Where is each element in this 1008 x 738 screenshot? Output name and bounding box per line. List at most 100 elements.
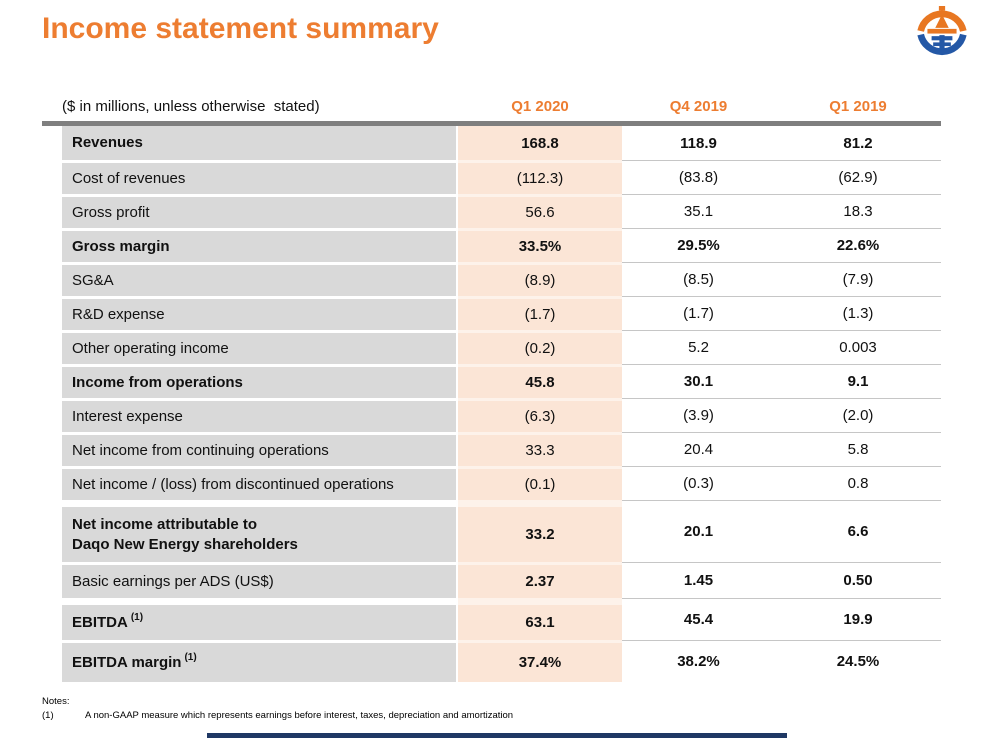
row-value-cell-q1-2020: 33.5%: [458, 228, 622, 262]
row-value-cell-q1-2019: (62.9): [775, 160, 941, 194]
note-item: (1) A non-GAAP measure which represents e…: [42, 710, 513, 721]
row-value: 33.2: [525, 526, 555, 543]
row-value-cell-q1-2019: 0.8: [775, 466, 941, 500]
row-value-cell-q1-2020: 33.2: [458, 500, 622, 562]
table-header: ($ in millions, unless otherwise stated)…: [42, 90, 941, 121]
row-value-cell-q1-2020: (6.3): [458, 398, 622, 432]
note-text: A non-GAAP measure which represents earn…: [85, 710, 514, 721]
row-value: (1.3): [842, 305, 874, 322]
row-label: Gross profit: [72, 203, 150, 221]
row-value-cell-q4-2019: 5.2: [622, 330, 775, 364]
row-value: 30.1: [683, 373, 714, 390]
header-rule: [42, 121, 941, 126]
row-value-cell-q1-2020: (0.2): [458, 330, 622, 364]
row-value-cell-q1-2019: 9.1: [775, 364, 941, 398]
row-value-cell-q4-2019: 30.1: [622, 364, 775, 398]
row-label-cell: SG&A: [62, 262, 456, 296]
row-value: 2.37: [525, 573, 555, 590]
row-label-cell: Interest expense: [62, 398, 456, 432]
row-label-cell: Net income attributable to Daqo New Ener…: [62, 500, 456, 562]
row-value-cell-q4-2019: (1.7): [622, 296, 775, 330]
row-value-cell-q1-2020: 37.4%: [458, 640, 622, 682]
row-label-cell: Other operating income: [62, 330, 456, 364]
row-value-cell-q1-2020: (0.1): [458, 466, 622, 500]
row-label-cell: Gross margin: [62, 228, 456, 262]
row-value-cell-q1-2019: 6.6: [775, 500, 941, 562]
row-value: (8.9): [524, 272, 556, 289]
table-row: Net income / (loss) from discontinued op…: [42, 466, 941, 500]
row-value-cell-q4-2019: (3.9): [622, 398, 775, 432]
company-logo-icon: [917, 6, 967, 56]
row-value: 29.5%: [677, 237, 720, 254]
notes-heading: Notes:: [42, 696, 70, 707]
row-value: 63.1: [525, 614, 555, 631]
row-value: (8.5): [683, 271, 714, 288]
row-value: 168.8: [521, 134, 559, 152]
row-value-cell-q1-2020: 168.8: [458, 126, 622, 160]
row-label: Net income from continuing operations: [72, 441, 329, 459]
table-row: Net income attributable to Daqo New Ener…: [42, 500, 941, 562]
table-row: R&D expense (1.7) (1.7) (1.3): [42, 296, 941, 330]
row-value: 5.8: [847, 441, 869, 458]
column-header-q1-2020: Q1 2020: [511, 98, 569, 115]
row-value: (112.3): [516, 170, 564, 187]
row-value: (7.9): [842, 271, 874, 288]
row-label: R&D expense: [72, 305, 165, 323]
row-value: 6.6: [847, 523, 869, 540]
row-value-cell-q4-2019: 1.45: [622, 562, 775, 598]
row-value-cell-q1-2019: 0.50: [775, 562, 941, 598]
row-label-cell: Income from operations: [62, 364, 456, 398]
row-value: (3.9): [683, 407, 714, 424]
row-value-cell-q1-2019: 24.5%: [775, 640, 941, 682]
row-value-cell-q1-2020: 33.3: [458, 432, 622, 466]
row-label: Cost of revenues: [72, 169, 186, 187]
row-label-cell: EBITDA (1): [62, 598, 456, 640]
row-value: 45.4: [683, 611, 714, 628]
row-value-cell-q1-2020: (112.3): [458, 160, 622, 194]
table-row: Cost of revenues (112.3) (83.8) (62.9): [42, 160, 941, 194]
row-label-cell: Gross profit: [62, 194, 456, 228]
row-left-spacer: [42, 466, 62, 500]
table-row: Revenues 168.8 118.9 81.2: [42, 126, 941, 160]
row-value: 38.2%: [677, 653, 720, 670]
table-row: Basic earnings per ADS (US$) 2.37 1.45 0…: [42, 562, 941, 598]
row-value: 24.5%: [836, 653, 880, 670]
row-value: 33.3: [525, 442, 555, 459]
note-marker: (1): [42, 710, 54, 721]
row-label: EBITDA margin: [72, 653, 182, 671]
row-value-cell-q4-2019: (8.5): [622, 262, 775, 296]
income-statement-table: ($ in millions, unless otherwise stated)…: [42, 90, 941, 682]
row-value-cell-q1-2019: 18.3: [775, 194, 941, 228]
page-title: Income statement summary: [42, 12, 439, 45]
row-value-cell-q1-2019: 0.003: [775, 330, 941, 364]
row-value-cell-q1-2020: 56.6: [458, 194, 622, 228]
notes-section: Notes: (1) A non-GAAP measure which repre…: [42, 696, 513, 721]
table-row: EBITDA margin (1) 37.4% 38.2% 24.5%: [42, 640, 941, 682]
bottom-accent-bar: [207, 733, 787, 738]
row-value: 20.4: [683, 441, 714, 458]
column-header-q4-2019: Q4 2019: [669, 98, 728, 115]
table-rows: Revenues 168.8 118.9 81.2 Cost of revenu…: [42, 126, 941, 682]
row-value-cell-q4-2019: 38.2%: [622, 640, 775, 682]
row-left-spacer: [42, 562, 62, 598]
column-header-q1-2019: Q1 2019: [829, 98, 887, 115]
row-label-superscript: (1): [130, 612, 144, 623]
row-value: (6.3): [524, 408, 556, 425]
row-label-cell: Net income / (loss) from discontinued op…: [62, 466, 456, 500]
row-value-cell-q1-2019: 5.8: [775, 432, 941, 466]
row-label-superscript: (1): [184, 652, 197, 663]
row-label: Interest expense: [72, 407, 183, 425]
row-label-cell: R&D expense: [62, 296, 456, 330]
row-label: Revenues: [72, 134, 143, 152]
row-left-spacer: [42, 194, 62, 228]
table-row: EBITDA (1) 63.1 45.4 19.9: [42, 598, 941, 640]
row-label: Gross margin: [72, 237, 170, 255]
row-value: (0.2): [524, 340, 556, 357]
row-value-cell-q1-2019: (7.9): [775, 262, 941, 296]
row-left-spacer: [42, 262, 62, 296]
row-value: 37.4%: [518, 654, 562, 671]
row-left-spacer: [42, 126, 62, 160]
table-row: Gross margin 33.5% 29.5% 22.6%: [42, 228, 941, 262]
row-value-cell-q4-2019: (83.8): [622, 160, 775, 194]
row-left-spacer: [42, 364, 62, 398]
